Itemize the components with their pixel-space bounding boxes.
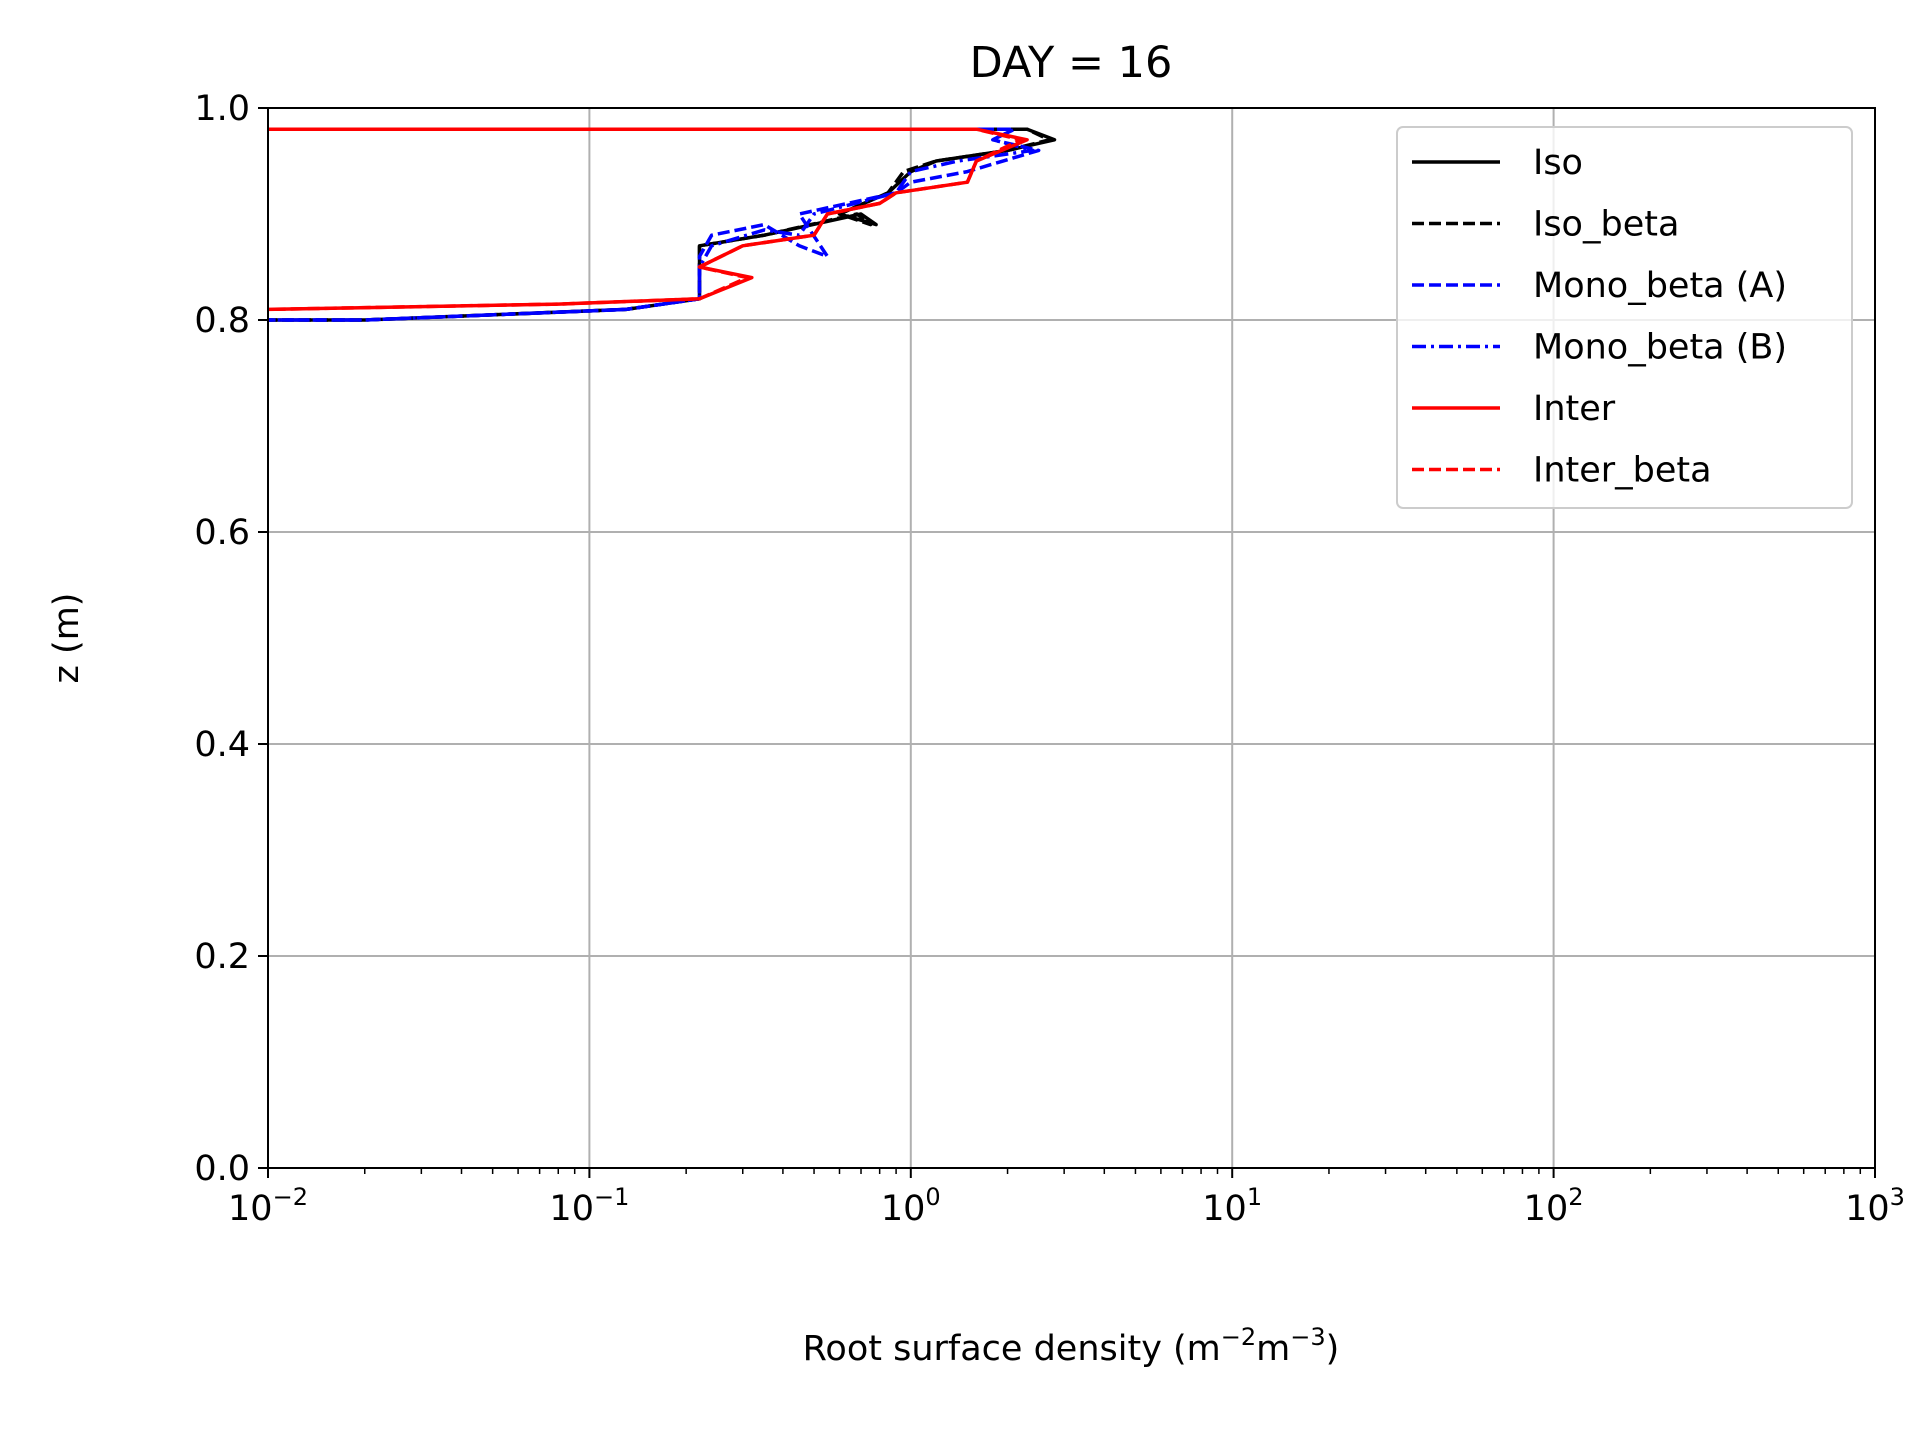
minor-ticks (364, 1168, 1862, 1174)
y-axis-label: z (m) (47, 593, 87, 684)
legend: Iso Iso_beta Mono_beta (A) Mono_beta (B) Int… (1396, 126, 1853, 509)
x-tick-label: 101 (1202, 1183, 1262, 1229)
x-tick-label: 10−1 (549, 1183, 629, 1229)
series-line (268, 127, 1023, 312)
legend-label: Inter_beta (1533, 451, 1712, 491)
legend-label: Inter (1533, 389, 1616, 429)
x-tick-label: 102 (1524, 1183, 1584, 1229)
chart-title: DAY = 16 (970, 38, 1173, 88)
x-tick-label: 10−2 (228, 1183, 308, 1229)
series-layer (268, 127, 1057, 322)
legend-label: Iso (1533, 143, 1583, 183)
y-tick-label: 0.8 (194, 301, 250, 341)
x-ticks: 10−2 10−1 100 101 102 103 (228, 1168, 1905, 1229)
legend-label: Mono_beta (A) (1533, 266, 1787, 306)
x-tick-label: 100 (881, 1183, 941, 1229)
legend-label: Mono_beta (B) (1533, 328, 1787, 368)
y-tick-label: 0.6 (194, 513, 250, 553)
y-tick-label: 0.2 (194, 937, 250, 977)
y-tick-label: 0.4 (194, 725, 250, 765)
legend-label: Iso_beta (1533, 205, 1679, 245)
y-tick-label: 1.0 (194, 89, 250, 129)
y-ticks: 0.0 0.2 0.4 0.6 0.8 1.0 (194, 89, 268, 1189)
x-tick-label: 103 (1845, 1183, 1905, 1229)
y-tick-label: 0.0 (194, 1149, 250, 1189)
plot-frame (267, 107, 1876, 1169)
x-axis-label: Root surface density (m−2m−3) (803, 1323, 1340, 1369)
legend-box (1396, 126, 1853, 509)
